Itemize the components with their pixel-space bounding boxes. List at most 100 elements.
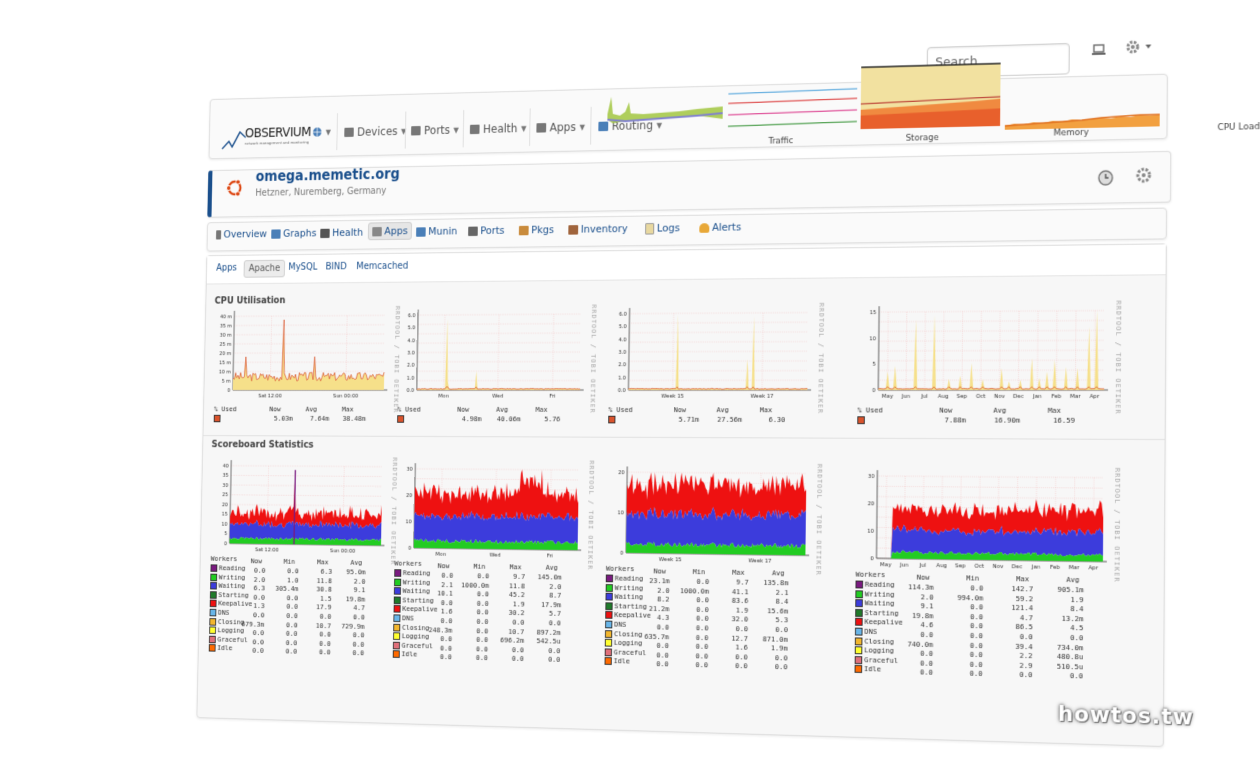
cpu_graphs.3-y-tick: 5 bbox=[872, 362, 875, 368]
legend-value: 0.0 bbox=[672, 604, 709, 613]
legend-value: 59.2 bbox=[995, 593, 1034, 603]
legend-value: 0.0 bbox=[671, 660, 708, 670]
cpu-utilisation-area bbox=[878, 311, 1104, 390]
score_graphs.3-x-tick: Mar bbox=[1069, 565, 1080, 572]
settings-gear-icon[interactable] bbox=[1125, 38, 1154, 59]
nav-separator bbox=[529, 108, 530, 146]
device-settings-gear-icon[interactable] bbox=[1135, 166, 1153, 184]
cpu-load-sparkline[interactable]: CPU Load bbox=[1005, 71, 1160, 144]
legend-header: Now bbox=[917, 573, 930, 582]
legend-value: 114.3m bbox=[896, 582, 934, 592]
cpu-load-sparkline-graph bbox=[1005, 71, 1160, 130]
legend-value: 1.3 bbox=[231, 601, 265, 610]
legend-swatch-logging bbox=[605, 639, 612, 647]
legend-value: 1.9m bbox=[751, 643, 788, 653]
legend-value: 4.98m bbox=[446, 414, 481, 423]
scoreboard-legend: WorkersNowMinMaxAvgReading0.00.06.395.0m… bbox=[207, 554, 395, 670]
section-divider bbox=[203, 435, 1164, 440]
legend-value: 0.0 bbox=[672, 595, 709, 604]
scoreboard-graph-0[interactable]: 4035302520151050Sat 12:00Sun 00:00 bbox=[209, 456, 400, 559]
storage-sparkline[interactable]: Storage bbox=[728, 79, 858, 153]
legend-value: 0.0 bbox=[330, 612, 365, 621]
tab-alerts[interactable]: Alerts bbox=[699, 221, 741, 234]
cpu_graphs.0-y-tick: 30 m bbox=[220, 333, 232, 339]
tab-munin-label: Munin bbox=[428, 225, 457, 238]
tab-apps[interactable]: Apps bbox=[368, 222, 412, 240]
legend-row-label: DNS bbox=[402, 614, 414, 623]
legend-swatch-starting bbox=[855, 609, 863, 617]
network-port-icon bbox=[411, 126, 421, 136]
cpu_graphs.1-gridline bbox=[418, 324, 581, 325]
nav-health[interactable]: Health▼ bbox=[470, 122, 527, 136]
scoreboard-graph-1[interactable]: 3020100MonWedFri bbox=[393, 459, 597, 564]
legend-row-label: Reading bbox=[865, 580, 895, 589]
watermark: howtos.tw bbox=[1058, 702, 1194, 731]
nav-separator bbox=[463, 110, 465, 147]
score_graphs.1-x-tick: Wed bbox=[489, 552, 500, 558]
cpu-graph-1[interactable]: 6.05.04.03.02.01.00.0MonWedFri bbox=[396, 304, 599, 401]
clock-icon[interactable] bbox=[1097, 169, 1115, 187]
legend-value: 16.59 bbox=[1036, 416, 1075, 425]
score_graphs.3-x-tick: Feb bbox=[1050, 565, 1061, 571]
legend-value: 729.9m bbox=[330, 621, 365, 630]
cpu_graphs.3-x-tick: Jan bbox=[1032, 394, 1042, 400]
chevron-down-icon: ▼ bbox=[579, 123, 585, 132]
nav-devices[interactable]: Devices▼ bbox=[344, 124, 406, 138]
scoreboard-graph-2[interactable]: 20100Week 15Week 17 bbox=[604, 463, 825, 570]
package-icon bbox=[519, 225, 529, 235]
tab-graphs[interactable]: Graphs bbox=[271, 227, 316, 240]
cpu_graphs.3-y-tick: 0 bbox=[872, 388, 875, 394]
legend-value: 0.0 bbox=[994, 670, 1033, 680]
cpu-graph-2[interactable]: 6.05.04.03.02.01.00.0Week 15Week 17 bbox=[607, 303, 827, 402]
cpu_graphs.0-y-tick: 10 m bbox=[219, 370, 231, 376]
legend-row-label: DNS bbox=[218, 608, 230, 617]
tab-munin[interactable]: Munin bbox=[416, 225, 457, 238]
score_graphs.1-gridline bbox=[415, 469, 579, 470]
legend-header: Max bbox=[509, 562, 521, 571]
cpu_graphs.2-gridline bbox=[630, 313, 809, 314]
device-hostname[interactable]: omega.memetic.org bbox=[256, 165, 400, 184]
legend-value: 11.8 bbox=[490, 581, 525, 590]
legend-value: 0.0 bbox=[453, 617, 488, 626]
tab-health[interactable]: Health bbox=[320, 226, 363, 239]
legend-value: 7.88m bbox=[928, 415, 966, 424]
nav-apps[interactable]: Apps▼ bbox=[536, 120, 585, 134]
tab-ports[interactable]: Ports bbox=[468, 224, 505, 237]
nav-globe-menu[interactable]: ▼ bbox=[312, 126, 331, 137]
legend-value: 0.0 bbox=[525, 618, 561, 627]
memory-sparkline[interactable]: Memory bbox=[860, 62, 1000, 151]
legend-value: 0.0 bbox=[895, 648, 933, 658]
tab-pkgs[interactable]: Pkgs bbox=[519, 224, 554, 237]
observium-logo[interactable]: OBSERVIUM network management and monitor… bbox=[221, 125, 312, 151]
legend-value: 0.0 bbox=[945, 583, 983, 593]
legend-swatch-waiting bbox=[210, 582, 217, 590]
subtab-bind[interactable]: BIND bbox=[321, 259, 351, 275]
nav-devices-label: Devices bbox=[357, 125, 398, 139]
legend-value: 4.3 bbox=[633, 613, 669, 622]
tab-overview[interactable]: Overview bbox=[216, 228, 267, 241]
tab-logs[interactable]: Logs bbox=[645, 222, 680, 235]
scoreboard-graph-3[interactable]: 3020100MayJunJulAugSepOctNovDecJanFebMar… bbox=[854, 466, 1123, 576]
legend-value: 542.5u bbox=[525, 636, 561, 645]
legend-header: Max bbox=[1016, 574, 1029, 583]
legend-swatch-logging bbox=[209, 627, 216, 635]
score_graphs.0-y-tick: 35 bbox=[223, 473, 229, 479]
legend-value: 30.2 bbox=[489, 608, 524, 617]
subtab-memcached[interactable]: Memcached bbox=[352, 258, 413, 274]
laptop-icon[interactable] bbox=[1091, 44, 1107, 60]
legend-value: 0.0 bbox=[1044, 671, 1083, 681]
subtab-apache[interactable]: Apache bbox=[244, 260, 286, 278]
score_graphs.1-y-tick: 0 bbox=[408, 546, 411, 552]
cpu-graph-0[interactable]: 40 m35 m30 m25 m20 m15 m10 m5 m0Sat 12:0… bbox=[212, 306, 402, 401]
traffic-sparkline[interactable]: Traffic bbox=[607, 83, 723, 156]
nav-ports[interactable]: Ports▼ bbox=[411, 123, 459, 137]
tab-inventory[interactable]: Inventory bbox=[568, 222, 628, 235]
legend-swatch-idle bbox=[605, 657, 612, 665]
legend-value: 0.0 bbox=[265, 566, 299, 575]
legend-value: 5.7 bbox=[525, 609, 561, 618]
legend-swatch bbox=[857, 416, 865, 424]
cpu-graph-3[interactable]: 151050MayJunJulAugSepOctNovDecJanFebMarA… bbox=[856, 300, 1125, 401]
subtab-mysql[interactable]: MySQL bbox=[284, 259, 322, 275]
legend-row-label: Closing bbox=[864, 636, 894, 646]
subtab-apps[interactable]: Apps bbox=[212, 260, 241, 276]
